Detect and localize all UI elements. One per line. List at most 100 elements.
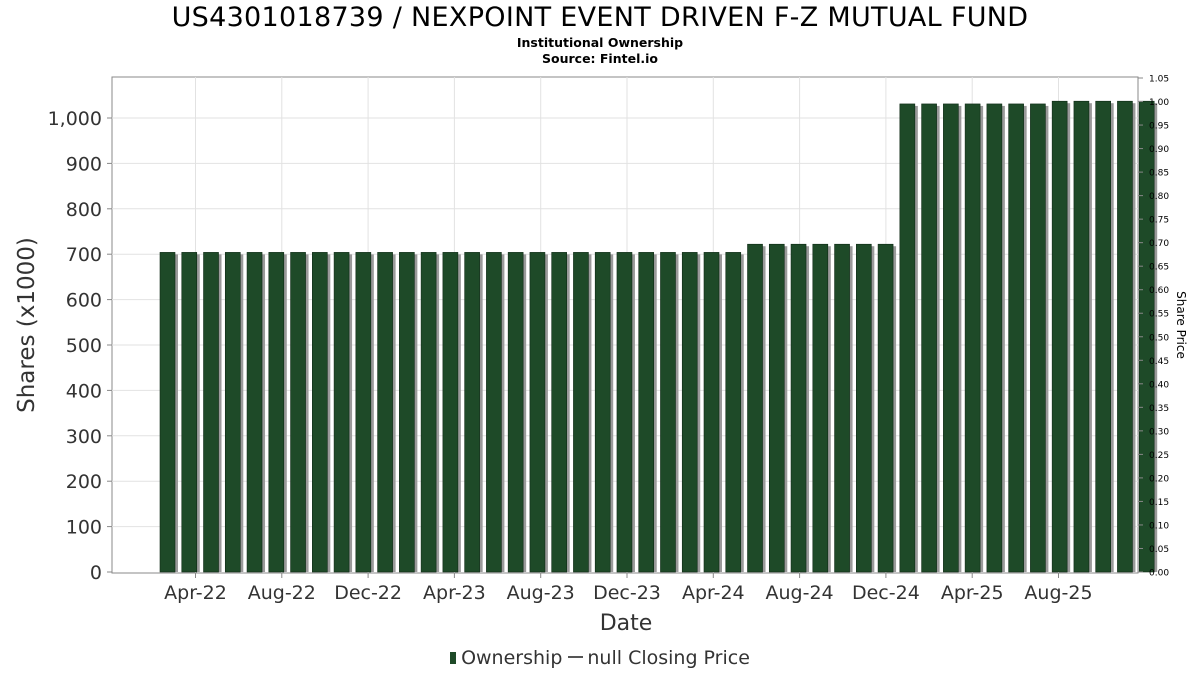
ownership-bar bbox=[943, 103, 959, 573]
ownership-bar bbox=[507, 252, 524, 573]
legend-closing-price: null Closing Price bbox=[587, 647, 750, 669]
legend-ownership: Ownership bbox=[461, 647, 563, 669]
y2-tick-label: 0.50 bbox=[1149, 333, 1169, 343]
x-tick-label: Apr-25 bbox=[941, 582, 1004, 604]
x-tick-label: Apr-24 bbox=[682, 582, 745, 604]
subtitle-line-source: Source: Fintel.io bbox=[542, 51, 658, 66]
ownership-bar bbox=[768, 243, 785, 573]
ownership-bar bbox=[1095, 100, 1111, 573]
ownership-bar bbox=[290, 252, 306, 573]
ownership-bar bbox=[312, 252, 328, 573]
ownership-bar bbox=[703, 252, 720, 573]
y2-tick-label: 0.15 bbox=[1149, 498, 1169, 508]
y2-tick-label: 0.05 bbox=[1149, 545, 1169, 555]
ownership-bar bbox=[790, 243, 807, 573]
x-tick-label: Dec-22 bbox=[334, 582, 402, 604]
x-axis-label: Date bbox=[600, 611, 653, 636]
ownership-bar bbox=[681, 252, 698, 573]
ownership-bar bbox=[964, 103, 981, 573]
ownership-bar bbox=[399, 252, 415, 573]
ownership-bar bbox=[834, 243, 850, 573]
ownership-bar bbox=[747, 243, 763, 573]
ownership-bar bbox=[333, 252, 350, 573]
x-tick-label: Apr-22 bbox=[164, 582, 227, 604]
ownership-bar bbox=[921, 103, 937, 573]
ownership-bar bbox=[1073, 100, 1090, 573]
ownership-bar bbox=[856, 243, 872, 573]
ownership-bar bbox=[660, 252, 676, 573]
ownership-bar bbox=[224, 252, 241, 573]
y2-tick-label: 0.65 bbox=[1149, 263, 1169, 273]
y2-tick-label: 0.90 bbox=[1149, 145, 1169, 155]
ownership-bar bbox=[573, 252, 589, 573]
ownership-bar bbox=[486, 252, 502, 573]
ownership-swatch-icon bbox=[450, 652, 457, 664]
ownership-bar bbox=[1051, 100, 1068, 573]
y2-tick-label: 0.20 bbox=[1149, 474, 1169, 484]
ownership-bar bbox=[986, 103, 1003, 573]
x-tick-label: Aug-23 bbox=[507, 582, 575, 604]
y-tick-label: 100 bbox=[66, 517, 102, 539]
ownership-bar bbox=[377, 252, 393, 573]
ownership-bar bbox=[529, 252, 546, 573]
y2-tick-label: 1.00 bbox=[1149, 98, 1169, 108]
x-tick-label: Dec-23 bbox=[593, 582, 661, 604]
y2-tick-label: 0.70 bbox=[1149, 239, 1169, 249]
x-tick-label: Apr-23 bbox=[423, 582, 486, 604]
ownership-bar bbox=[638, 252, 655, 573]
x-tick-label: Dec-24 bbox=[852, 582, 920, 604]
y2-tick-label: 0.45 bbox=[1149, 357, 1169, 367]
ownership-bar bbox=[1030, 103, 1046, 573]
y-tick-label: 700 bbox=[66, 244, 102, 266]
ownership-bar bbox=[159, 252, 176, 573]
y-axis-ticks: 0 100 200 300 400 500 600 700 800 900 1,000 bbox=[48, 108, 112, 584]
y2-tick-label: 0.30 bbox=[1149, 427, 1169, 437]
ownership-bar bbox=[355, 252, 372, 573]
ownership-bar bbox=[420, 252, 437, 573]
y-axis-label: Shares (x1000) bbox=[14, 237, 40, 413]
ownership-bar bbox=[551, 252, 567, 573]
ownership-bar bbox=[442, 252, 459, 573]
y-tick-label: 1,000 bbox=[48, 108, 102, 130]
y2-axis-ticks: 0.00 0.05 0.10 0.15 0.20 0.25 0.30 0.35 0.40 0.45… bbox=[1138, 75, 1169, 579]
y-tick-label: 500 bbox=[66, 335, 102, 357]
y2-axis-label: Share Price bbox=[1174, 291, 1188, 359]
ownership-bar bbox=[246, 252, 263, 573]
ownership-bar bbox=[877, 243, 894, 573]
y2-tick-label: 0.25 bbox=[1149, 451, 1169, 461]
ownership-bar bbox=[812, 243, 829, 573]
y2-tick-label: 0.85 bbox=[1149, 169, 1169, 179]
subtitle-line-ownership: Institutional Ownership bbox=[516, 35, 684, 50]
y2-tick-label: 0.60 bbox=[1149, 286, 1169, 296]
y-tick-label: 200 bbox=[66, 471, 102, 493]
ownership-bar bbox=[203, 252, 219, 573]
y2-tick-label: 0.10 bbox=[1149, 521, 1169, 531]
ownership-bar bbox=[268, 252, 285, 573]
y-tick-label: 800 bbox=[66, 199, 102, 221]
x-tick-label: Aug-22 bbox=[248, 582, 316, 604]
ownership-bar bbox=[899, 103, 916, 573]
ownership-bar bbox=[464, 252, 480, 573]
ownership-bar bbox=[1117, 100, 1133, 573]
x-tick-label: Aug-25 bbox=[1024, 582, 1092, 604]
ownership-bar bbox=[616, 252, 633, 573]
chart-title: US4301018739 / NEXPOINT EVENT DRIVEN F-Z… bbox=[171, 2, 1029, 33]
y2-tick-label: 0.35 bbox=[1149, 404, 1169, 414]
price-line-icon bbox=[568, 656, 584, 658]
y2-tick-label: 0.80 bbox=[1149, 192, 1169, 202]
ownership-bar bbox=[181, 252, 198, 573]
y2-tick-label: 0.55 bbox=[1149, 310, 1169, 320]
y2-tick-label: 0.75 bbox=[1149, 216, 1169, 226]
y2-tick-label: 1.05 bbox=[1149, 75, 1169, 85]
y-tick-label: 900 bbox=[66, 153, 102, 175]
chart-subtitle: Institutional Ownership Source: Fintel.i… bbox=[0, 35, 1200, 67]
y-tick-label: 300 bbox=[66, 426, 102, 448]
y2-tick-label: 0.95 bbox=[1149, 122, 1169, 132]
x-tick-label: Aug-24 bbox=[766, 582, 834, 604]
ownership-bars bbox=[159, 100, 1158, 573]
y2-tick-label: 0.40 bbox=[1149, 380, 1169, 390]
x-axis-ticks: Apr-22 Aug-22 Dec-22 Apr-23 Aug-23 Dec-23 Apr-… bbox=[164, 573, 1093, 604]
y-tick-label: 400 bbox=[66, 380, 102, 402]
y-tick-label: 600 bbox=[66, 290, 102, 312]
